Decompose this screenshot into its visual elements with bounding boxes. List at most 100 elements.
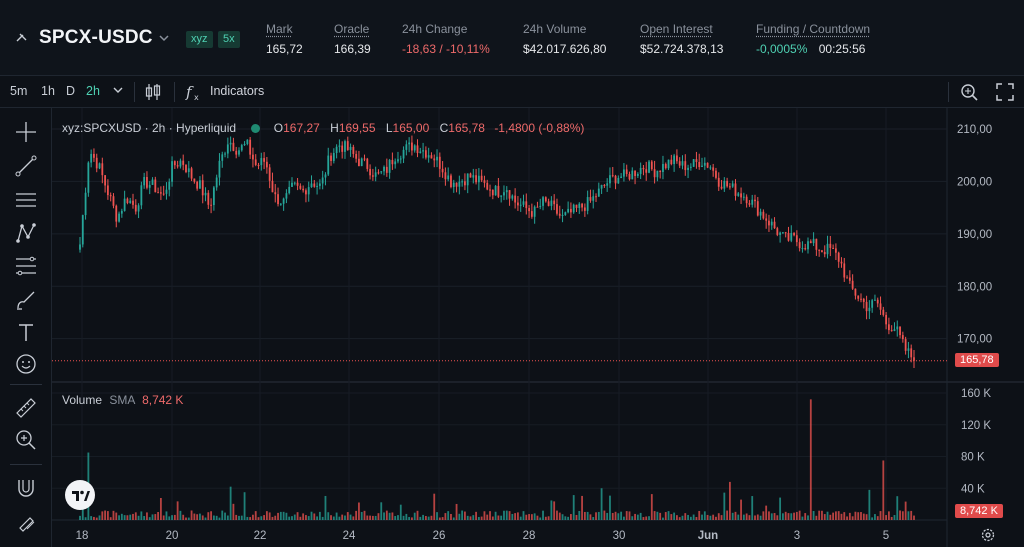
candle-body: [148, 184, 151, 188]
fib-retracement-icon[interactable]: [14, 254, 38, 278]
candle-body: [692, 159, 695, 167]
candle-body: [296, 182, 299, 186]
volume-bar: [268, 512, 271, 520]
text-tool-icon[interactable]: [14, 320, 38, 344]
candles-icon[interactable]: [142, 81, 164, 103]
timeframe-2h[interactable]: 2h: [86, 84, 100, 98]
candle-body: [689, 166, 692, 168]
time-tick-label: 5: [883, 530, 889, 542]
brush-icon[interactable]: [14, 288, 38, 312]
tools-divider: [10, 384, 42, 385]
timeframe-d[interactable]: D: [66, 84, 76, 98]
candle-body: [279, 203, 282, 205]
candle-body: [857, 295, 860, 299]
lock-drawing-icon[interactable]: [14, 510, 38, 534]
candle-body: [748, 203, 751, 205]
screenshot-search-icon[interactable]: [958, 81, 980, 103]
candle-body: [274, 192, 277, 195]
candle-body: [893, 329, 896, 331]
volume-bar: [405, 513, 408, 520]
volume-bar: [377, 513, 380, 520]
candle-body: [611, 175, 614, 177]
indicators-button[interactable]: Indicators: [210, 84, 265, 98]
chevron-down-icon[interactable]: [157, 31, 171, 45]
candle-body: [639, 167, 642, 174]
trend-line-icon[interactable]: [14, 154, 38, 178]
candle-body: [447, 175, 450, 180]
candle-body: [224, 153, 226, 155]
volume-bar: [123, 515, 126, 520]
candle-body: [313, 183, 316, 187]
candle-body: [676, 155, 678, 162]
candle-body: [221, 154, 224, 161]
volume-bar: [868, 489, 871, 520]
volume-bar: [140, 511, 143, 520]
candle-body: [558, 213, 561, 216]
volume-bar: [567, 516, 570, 520]
volume-bar: [240, 515, 243, 520]
volume-bar: [321, 516, 324, 520]
volume-bar: [715, 516, 717, 520]
volume-bar: [773, 513, 776, 520]
price-chart[interactable]: 210,00 200,00 190,00 180,00 170,00 160 K 120 K…: [52, 108, 1024, 547]
volume-bar: [307, 516, 310, 520]
magnet-icon[interactable]: [14, 476, 38, 500]
volume-bar: [695, 516, 698, 520]
fullscreen-icon[interactable]: [994, 81, 1016, 103]
settings-gear-icon[interactable]: [980, 527, 996, 543]
volume-bar: [795, 511, 798, 520]
candle-body: [648, 161, 650, 173]
volume-bar: [597, 511, 600, 520]
tradingview-logo-icon[interactable]: [65, 480, 95, 510]
candle-body: [823, 251, 826, 255]
timeframe-1h[interactable]: 1h: [41, 84, 55, 98]
market-selector[interactable]: SPCX-USDC: [39, 27, 153, 48]
candle-body: [371, 175, 374, 177]
volume-bar: [664, 512, 667, 520]
zoom-in-icon[interactable]: [14, 428, 38, 452]
volume-bar: [547, 516, 550, 520]
volume-bar: [745, 513, 748, 520]
candle-body: [910, 348, 913, 358]
ruler-icon[interactable]: [14, 396, 38, 420]
volume-bar: [692, 514, 695, 520]
volume-bar: [701, 514, 703, 520]
candle-body: [265, 161, 268, 168]
candle-body: [525, 201, 528, 209]
volume-bar: [910, 510, 913, 520]
volume-bar: [829, 514, 832, 520]
candle-body: [887, 324, 890, 331]
candle-body: [472, 175, 475, 178]
candle-body: [263, 158, 266, 162]
timeframe-5m[interactable]: 5m: [10, 84, 28, 98]
stat-label: Mark: [266, 22, 293, 36]
pattern-icon[interactable]: [14, 221, 38, 245]
candle-body: [745, 196, 748, 204]
market-logo-icon: [14, 30, 30, 46]
candle-body: [126, 198, 129, 204]
candle-body: [728, 186, 731, 188]
volume-bar: [517, 512, 519, 520]
volume-bar: [452, 517, 455, 520]
candle-body: [860, 298, 862, 300]
volume-bar: [450, 513, 452, 520]
volume-bar: [525, 514, 528, 520]
emoji-icon[interactable]: [14, 352, 38, 376]
candle-body: [229, 142, 232, 145]
horizontal-lines-icon[interactable]: [14, 188, 38, 212]
timeframe-chevron-down-icon[interactable]: [110, 82, 126, 98]
leverage-badge[interactable]: 5x: [218, 31, 240, 48]
volume-bar: [650, 494, 653, 520]
candle-body: [176, 165, 179, 167]
volume-bar: [497, 515, 500, 520]
stat-open-interest: Open Interest $52.724.378,13: [640, 22, 723, 56]
candle-body: [101, 163, 104, 176]
candle-body: [366, 158, 369, 169]
crosshair-icon[interactable]: [14, 120, 38, 144]
candle-body: [874, 299, 876, 301]
candlestick-chart[interactable]: 210,00 200,00 190,00 180,00 170,00 160 K 120 K…: [52, 108, 1024, 547]
volume-bar: [422, 514, 424, 520]
volume-bar: [489, 511, 491, 520]
time-tick-label: 24: [343, 530, 356, 542]
